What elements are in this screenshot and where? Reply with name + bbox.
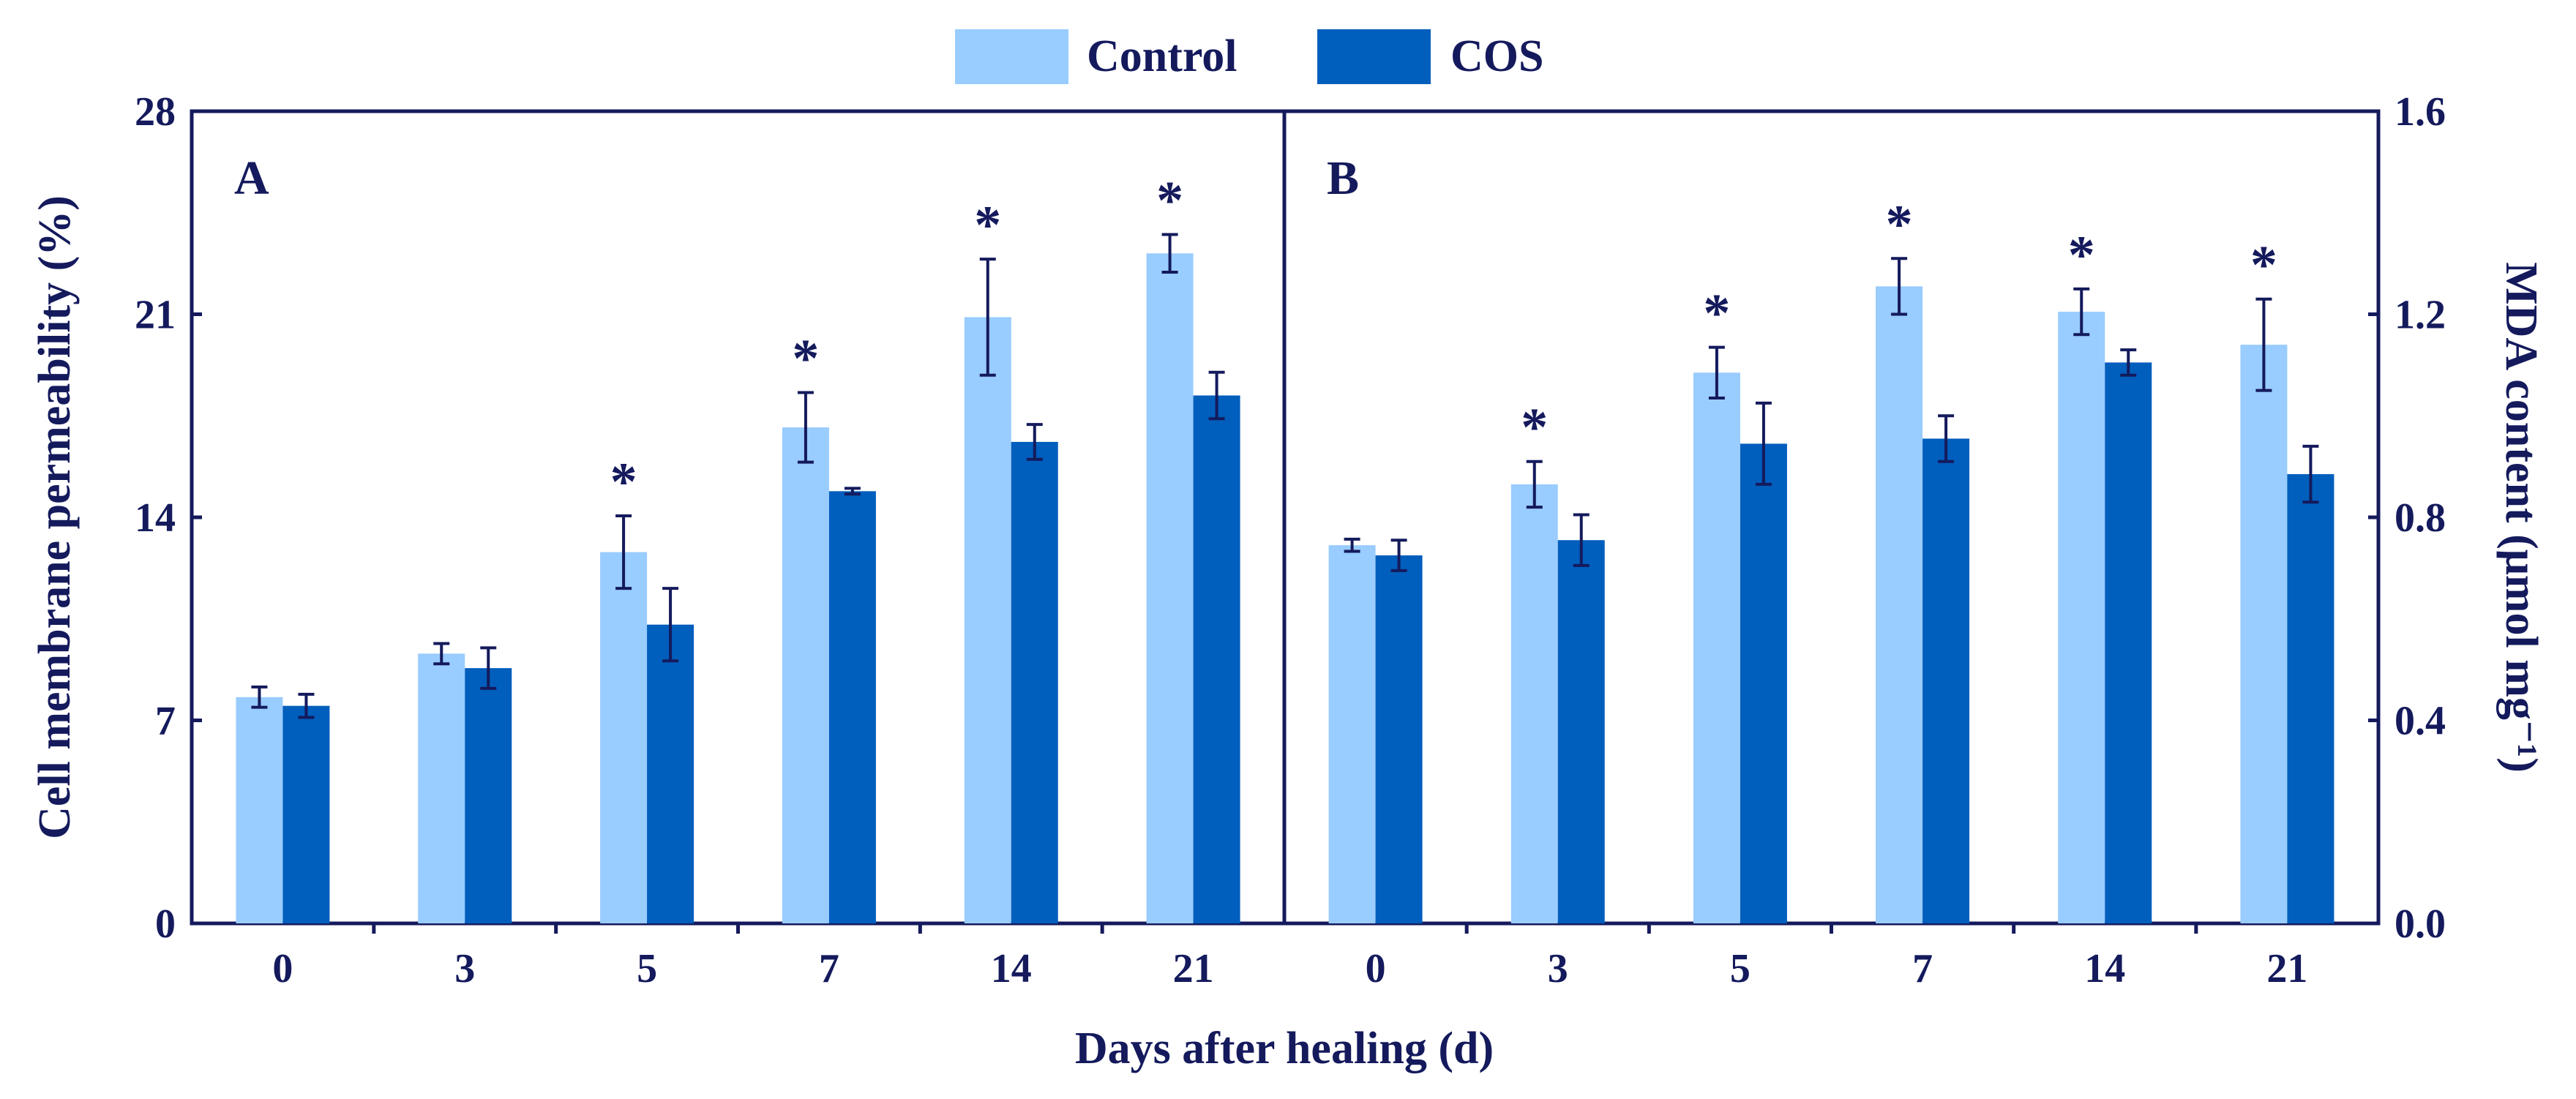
bar-control [2240, 345, 2288, 923]
legend-label-control: Control [1087, 31, 1238, 81]
x-tick-label: 7 [1912, 946, 1933, 991]
bar-control [1328, 545, 1376, 923]
legend: Control COS [955, 29, 1543, 84]
bar-control [1510, 484, 1558, 923]
y-tick-label-left: 28 [135, 89, 176, 135]
y-tick-label-left: 0 [155, 901, 176, 947]
y-axis-title-left: Cell membrane permeability (%) [30, 195, 80, 839]
bar-cos [1740, 443, 1787, 923]
y-tick-label-left: 14 [135, 495, 176, 541]
y-tick-label-left: 21 [135, 293, 176, 338]
y-tick-label-right: 1.2 [2395, 293, 2446, 338]
bar-cos [828, 491, 876, 923]
y-tick-label-right: 0.4 [2395, 699, 2446, 744]
bar-cos [1375, 555, 1423, 923]
bar-control [782, 427, 829, 923]
x-tick-label: 0 [272, 946, 293, 991]
significance-asterisk: * [1521, 398, 1548, 458]
x-tick-label: 7 [819, 946, 839, 991]
significance-asterisk: * [610, 452, 637, 512]
bar-control [418, 653, 465, 923]
y-tick-label-right: 0.0 [2395, 901, 2446, 947]
x-tick-label: 21 [1173, 946, 1214, 991]
x-tick-label: 14 [991, 946, 1032, 991]
panel-label-b: B [1327, 151, 1359, 205]
x-tick-label: 0 [1366, 946, 1386, 991]
y-tick-label-left: 7 [155, 699, 176, 744]
bar-cos [1193, 395, 1240, 923]
bar-control [1146, 253, 1194, 923]
significance-asterisk: * [2250, 236, 2277, 296]
y-tick-label-right: 1.6 [2395, 89, 2446, 135]
bar-cos [1922, 438, 1970, 923]
y-axis-title-right: MDA content (μmol mg⁻¹) [2496, 262, 2546, 773]
x-tick-label: 3 [1548, 946, 1568, 991]
y-tick-label-right: 0.8 [2395, 495, 2446, 541]
legend-swatch-control [955, 29, 1068, 84]
x-axis-title: Days after healing (d) [1075, 1024, 1494, 1073]
bar-control [600, 552, 648, 923]
significance-asterisk: * [1703, 284, 1730, 344]
x-tick-label: 3 [454, 946, 475, 991]
bar-control [1693, 372, 1740, 923]
bar-cos [282, 705, 330, 923]
bar-cos [465, 668, 512, 923]
panel-label-a: A [234, 151, 269, 205]
significance-asterisk: * [2068, 225, 2095, 285]
significance-asterisk: * [792, 329, 819, 389]
x-tick-label: 21 [2266, 946, 2307, 991]
x-tick-label: 5 [1730, 946, 1751, 991]
legend-label-cos: COS [1450, 31, 1543, 81]
bar-control [1876, 286, 1923, 923]
significance-asterisk: * [1156, 170, 1183, 230]
bar-cos [1557, 540, 1605, 923]
bar-cos [2287, 474, 2334, 923]
bar-cos [647, 624, 694, 923]
bar-cos [2105, 362, 2152, 923]
bar-control [2058, 312, 2105, 923]
bar-cos [1011, 441, 1058, 923]
bar-control [964, 317, 1011, 923]
significance-asterisk: * [974, 195, 1001, 255]
significance-asterisk: * [1886, 195, 1913, 255]
bar-control [236, 697, 283, 923]
x-tick-label: 5 [637, 946, 657, 991]
x-tick-label: 14 [2084, 946, 2125, 991]
legend-swatch-cos [1317, 29, 1431, 84]
